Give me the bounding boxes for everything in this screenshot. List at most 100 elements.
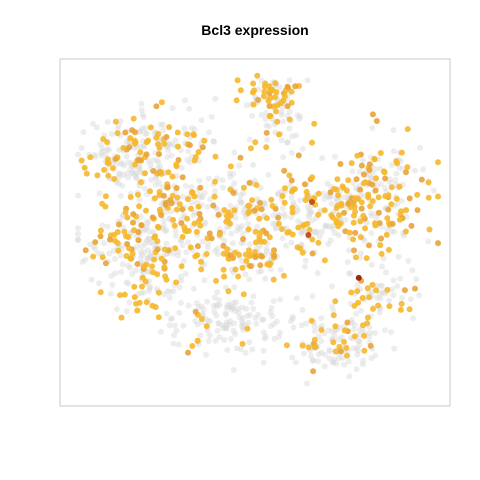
cell-point: [261, 335, 268, 342]
cell-point: [110, 247, 117, 254]
expressing-cell-point: [135, 237, 142, 244]
expressing-cell-point: [198, 266, 205, 273]
expressing-cell-point: [275, 220, 282, 227]
cell-point: [381, 184, 388, 191]
cell-point: [354, 347, 361, 354]
cell-point: [386, 176, 393, 183]
cell-point: [267, 309, 274, 316]
expressing-cell-point: [184, 215, 191, 222]
cell-point: [249, 112, 256, 119]
expressing-cell-point: [110, 165, 116, 172]
expressing-cell-point: [256, 215, 263, 222]
expressing-cell-point: [267, 260, 274, 267]
cell-point: [325, 241, 332, 248]
cell-point: [382, 269, 389, 276]
cell-point: [310, 357, 317, 364]
cell-point: [321, 351, 328, 358]
expressing-cell-point: [149, 263, 156, 270]
cell-point: [292, 359, 299, 366]
cell-point: [277, 329, 283, 336]
expressing-cell-point: [156, 151, 162, 158]
expressing-cell-point: [155, 314, 162, 321]
cell-point: [345, 358, 352, 365]
cell-point: [159, 184, 166, 191]
expressing-cell-point: [330, 186, 337, 192]
cell-point: [227, 336, 234, 342]
expressing-cell-point: [230, 189, 237, 196]
expressing-cell-point: [147, 124, 154, 131]
cell-point: [117, 170, 124, 177]
cell-point: [353, 366, 360, 373]
expressing-cell-point: [404, 126, 411, 133]
expressing-cell-point: [135, 191, 141, 198]
expressing-cell-point: [344, 319, 351, 326]
cell-point: [374, 294, 380, 301]
cell-point: [288, 149, 295, 156]
expressing-cell-point: [435, 193, 441, 200]
expressing-cell-point: [154, 223, 161, 230]
expressing-cell-point: [361, 347, 368, 354]
expressing-cell-point: [385, 246, 392, 253]
cell-point: [196, 192, 203, 199]
expressing-cell-point: [127, 255, 134, 262]
cell-point: [260, 316, 267, 323]
cell-point: [368, 355, 375, 362]
cell-point: [327, 237, 334, 244]
cell-point: [315, 358, 322, 365]
cell-point: [212, 337, 219, 344]
cell-point: [145, 218, 152, 225]
expressing-cell-point: [396, 216, 403, 223]
cell-point: [430, 187, 437, 194]
expressing-cell-point: [352, 333, 358, 340]
expressing-cell-point: [149, 302, 156, 309]
cell-point: [216, 301, 223, 308]
expressing-cell-point: [194, 337, 201, 344]
cell-point: [190, 285, 197, 292]
cell-point: [232, 307, 239, 314]
expressing-cell-point: [335, 192, 342, 199]
cell-point: [214, 251, 221, 257]
cell-point: [219, 177, 226, 184]
cell-point: [115, 180, 122, 187]
expressing-cell-point: [87, 154, 94, 161]
cell-point: [239, 304, 246, 311]
cell-point: [385, 297, 392, 304]
cell-point: [306, 211, 313, 218]
cell-point: [260, 329, 267, 336]
cell-point: [95, 250, 101, 257]
cell-point: [316, 233, 323, 240]
cell-point: [282, 213, 289, 220]
cell-point: [181, 125, 188, 132]
expressing-cell-point: [295, 224, 302, 231]
cell-point: [117, 193, 124, 199]
cell-point: [233, 299, 240, 306]
cell-point: [331, 230, 338, 236]
cell-point: [106, 250, 113, 257]
cell-point: [75, 192, 81, 199]
cell-point: [124, 170, 131, 177]
expressing-cell-point: [225, 288, 232, 295]
expressing-cell-point: [341, 209, 347, 216]
cell-point: [148, 176, 155, 183]
cell-point: [109, 281, 116, 288]
expressing-cell-point: [375, 194, 382, 201]
cell-point: [314, 270, 321, 276]
cell-point: [239, 320, 246, 327]
cell-point: [263, 245, 270, 252]
cell-point: [214, 302, 221, 309]
cell-point: [346, 373, 353, 380]
expressing-cell-point: [195, 203, 202, 210]
expressing-cell-point: [310, 368, 317, 375]
cell-point: [389, 286, 395, 293]
cell-point: [161, 222, 167, 229]
cell-point: [232, 214, 239, 221]
cell-point: [202, 219, 209, 226]
cell-point: [185, 239, 191, 246]
cell-point: [237, 225, 243, 232]
cell-point: [335, 232, 342, 239]
cell-point: [212, 95, 219, 102]
expressing-cell-point: [176, 201, 183, 208]
cell-point: [152, 181, 159, 188]
cell-point: [242, 271, 249, 278]
cell-point: [75, 236, 81, 243]
